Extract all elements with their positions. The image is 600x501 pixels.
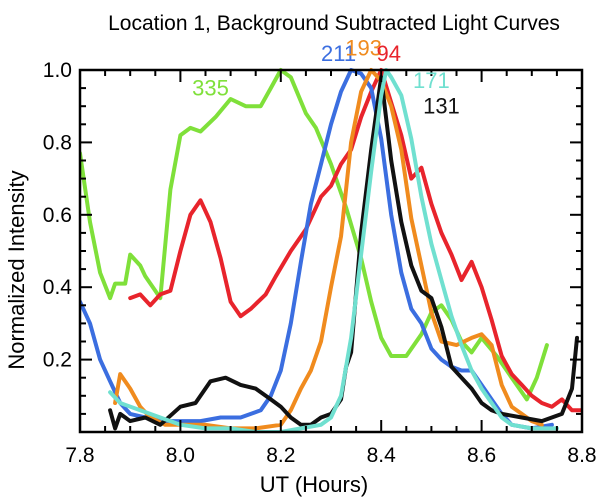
x-tick-label: 8.6	[467, 444, 496, 467]
x-tick-label: 8.8	[567, 444, 596, 467]
series-line-171	[108, 68, 559, 432]
series-line-94	[128, 68, 582, 413]
series-line-211	[80, 68, 554, 431]
y-tick-label: 0.6	[43, 204, 72, 227]
series-label-193: 193	[345, 36, 382, 61]
series-label-131: 131	[423, 93, 460, 118]
series-label-211: 211	[321, 41, 356, 66]
y-tick-label: 0.8	[43, 131, 72, 154]
series-label-335: 335	[192, 75, 229, 100]
x-tick-label: 8.0	[166, 444, 195, 467]
series-line-335	[80, 68, 549, 402]
ticks-layer: 7.8 8.0 8.2 8.4 8.6 8.8 0.2 0.4 0.6 0.8 1.0	[43, 59, 597, 467]
y-axis-title: Normalized Intensity	[4, 170, 29, 369]
y-tick-label: 0.2	[43, 349, 72, 372]
y-tick-label: 1.0	[43, 59, 72, 82]
x-tick-label: 8.4	[367, 444, 397, 467]
series-layer	[80, 68, 582, 432]
chart-title: Location 1, Background Subtracted Light …	[108, 12, 560, 35]
x-axis-title: UT (Hours)	[260, 472, 368, 497]
series-label-94: 94	[376, 41, 400, 66]
x-tick-label: 8.2	[266, 444, 295, 467]
x-tick-label: 7.8	[65, 444, 94, 467]
plot-frame	[78, 68, 584, 434]
y-tick-label: 0.4	[43, 276, 73, 299]
series-label-171: 171	[413, 68, 450, 93]
